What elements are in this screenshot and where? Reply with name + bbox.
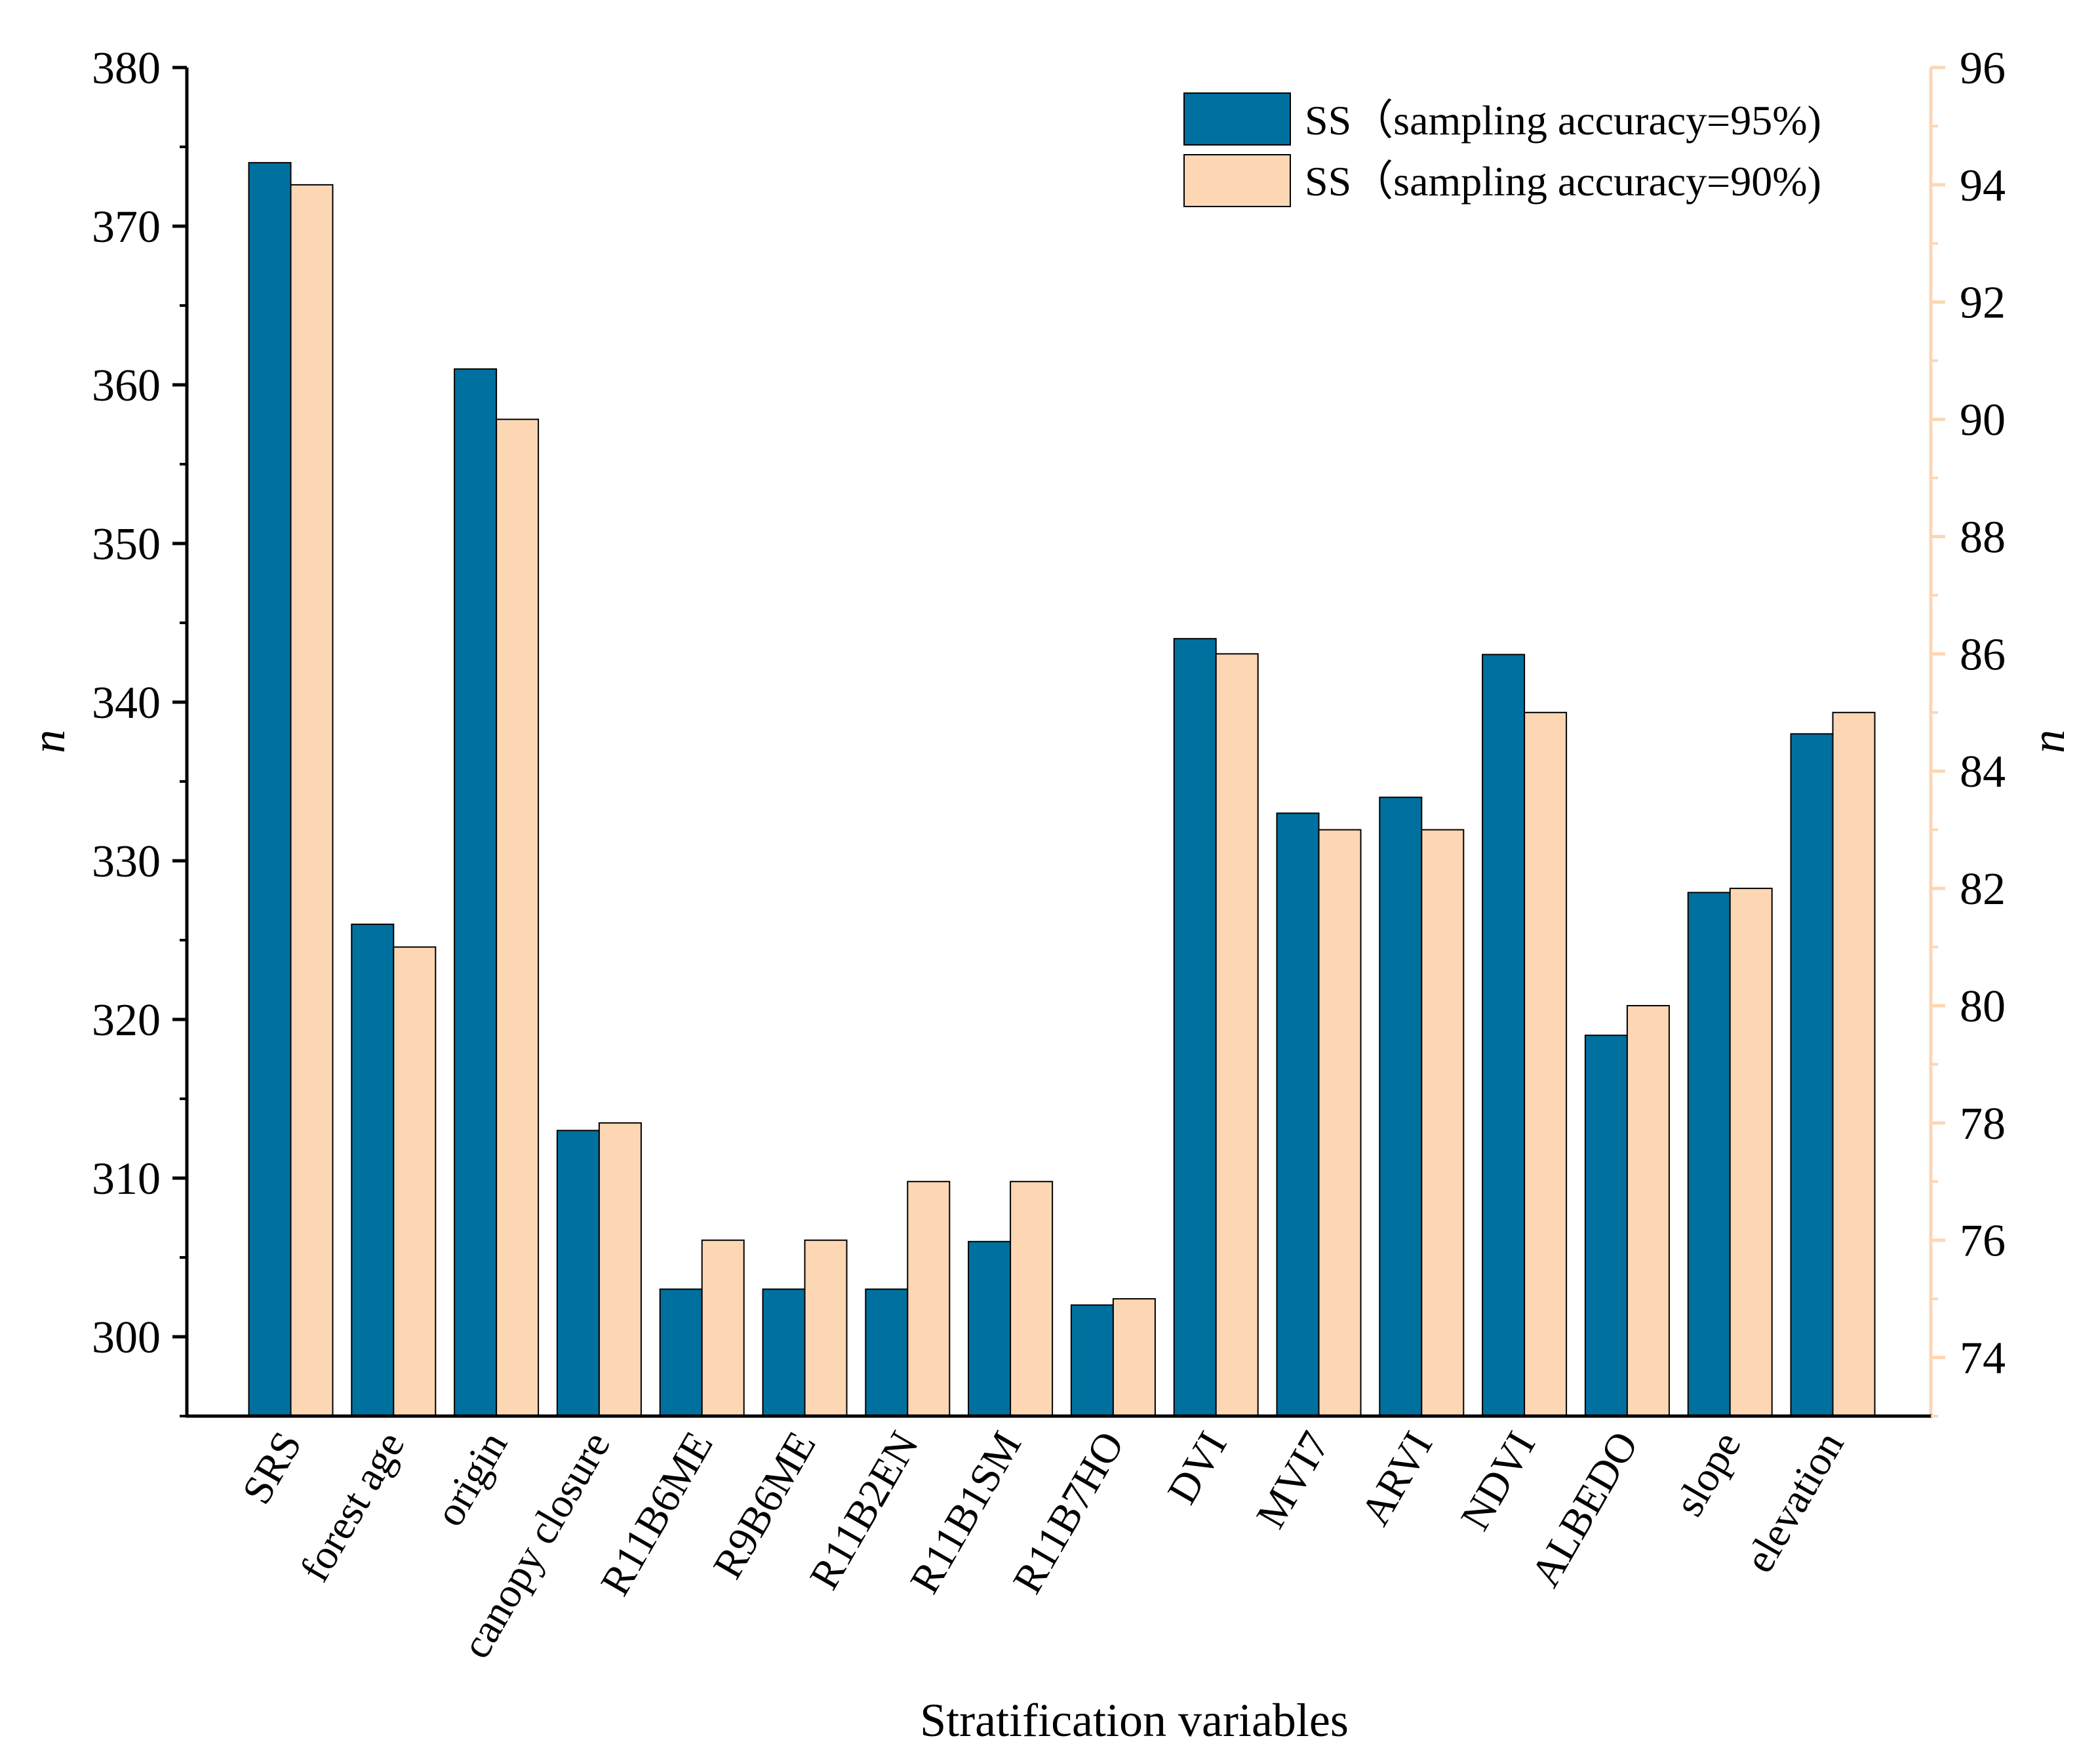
legend: SS（sampling accuracy=95%) SS（sampling ac… <box>1183 92 1821 207</box>
right-tick-label-78: 78 <box>1960 1099 2006 1149</box>
bars-layer <box>248 162 1876 1417</box>
category-label-origin: origin <box>426 1424 516 1534</box>
legend-label-95: SS（sampling accuracy=95%) <box>1305 97 1821 144</box>
legend-label-90: SS（sampling accuracy=90%) <box>1305 158 1821 205</box>
bar-90-elevation <box>1832 711 1876 1417</box>
bar-90-canopy-closure <box>598 1122 642 1417</box>
bar-95-arvi <box>1379 797 1423 1417</box>
bar-95-srs <box>248 162 292 1417</box>
bar-90-r11b7ho <box>1112 1298 1156 1417</box>
bar-90-albedo <box>1626 1004 1670 1417</box>
bar-95-mvi7 <box>1276 812 1320 1417</box>
left-y-axis-title: n <box>22 730 75 753</box>
category-label-r9b6me: R9B6ME <box>703 1424 824 1587</box>
right-tick-label-90: 90 <box>1960 395 2006 446</box>
bar-90-dvi <box>1215 653 1259 1417</box>
right-tick-label-92: 92 <box>1960 278 2006 328</box>
right-tick-label-74: 74 <box>1960 1333 2006 1384</box>
left-tick-label-300: 300 <box>92 1313 161 1363</box>
category-label-mvi7: MVI7 <box>1247 1424 1339 1536</box>
legend-swatch-90 <box>1183 154 1291 207</box>
bar-95-ndvi <box>1482 654 1526 1417</box>
bar-95-canopy-closure <box>556 1130 600 1417</box>
bar-90-srs <box>290 184 334 1417</box>
left-tick-label-360: 360 <box>92 361 161 411</box>
bar-90-forest-age <box>393 946 437 1417</box>
bar-90-slope <box>1729 888 1773 1417</box>
axes-layer <box>185 68 1933 1418</box>
right-y-axis-title: n <box>2022 730 2074 753</box>
bar-95-forest-age <box>351 923 395 1417</box>
right-tick-label-96: 96 <box>1960 43 2006 94</box>
bar-95-dvi <box>1173 638 1217 1417</box>
category-label-dvi: DVI <box>1158 1424 1235 1512</box>
x-axis-title: Stratification variables <box>920 1694 1349 1747</box>
bar-90-mvi7 <box>1318 829 1362 1417</box>
bar-90-r11b2en <box>907 1181 951 1417</box>
category-label-srs: SRS <box>233 1424 310 1512</box>
category-label-elevation: elevation <box>1735 1424 1853 1581</box>
category-label-ndvi: NDVI <box>1452 1424 1544 1538</box>
right-tick-label-82: 82 <box>1960 864 2006 915</box>
right-tick-label-88: 88 <box>1960 512 2006 563</box>
bar-95-r9b6me <box>762 1288 806 1417</box>
bar-90-ndvi <box>1524 711 1568 1417</box>
bar-95-elevation <box>1790 733 1834 1417</box>
left-tick-label-330: 330 <box>92 837 161 887</box>
right-tick-label-94: 94 <box>1960 161 2006 211</box>
bar-90-arvi <box>1421 829 1465 1417</box>
legend-swatch-95 <box>1183 92 1291 146</box>
bar-95-albedo <box>1584 1035 1628 1417</box>
bar-95-r11b2en <box>865 1288 909 1417</box>
bar-95-origin <box>454 368 498 1417</box>
left-tick-label-310: 310 <box>92 1154 161 1204</box>
bar-90-r11b1sm <box>1010 1181 1054 1417</box>
left-tick-label-320: 320 <box>92 995 161 1046</box>
category-label-slope: slope <box>1665 1424 1750 1524</box>
category-label-arvi: ARVI <box>1351 1424 1441 1533</box>
bar-95-r11b1sm <box>968 1240 1012 1417</box>
bar-90-r11b6me <box>701 1239 745 1417</box>
ticks-layer: 300 310 320 330 340 350 360 370 380 74 76 78 80 82 84 8… <box>92 43 2006 1417</box>
bar-95-r11b6me <box>659 1288 703 1417</box>
left-tick-label-380: 380 <box>92 43 161 94</box>
left-tick-label-340: 340 <box>92 678 161 728</box>
right-tick-label-86: 86 <box>1960 629 2006 680</box>
right-tick-label-80: 80 <box>1960 981 2006 1032</box>
left-tick-label-350: 350 <box>92 519 161 570</box>
right-tick-label-84: 84 <box>1960 747 2006 797</box>
bar-95-slope <box>1687 892 1731 1417</box>
bar-90-r9b6me <box>804 1239 848 1417</box>
bar-95-r11b7ho <box>1070 1304 1114 1417</box>
right-tick-label-76: 76 <box>1960 1216 2006 1267</box>
left-tick-label-370: 370 <box>92 202 161 252</box>
bar-90-origin <box>496 418 540 1417</box>
